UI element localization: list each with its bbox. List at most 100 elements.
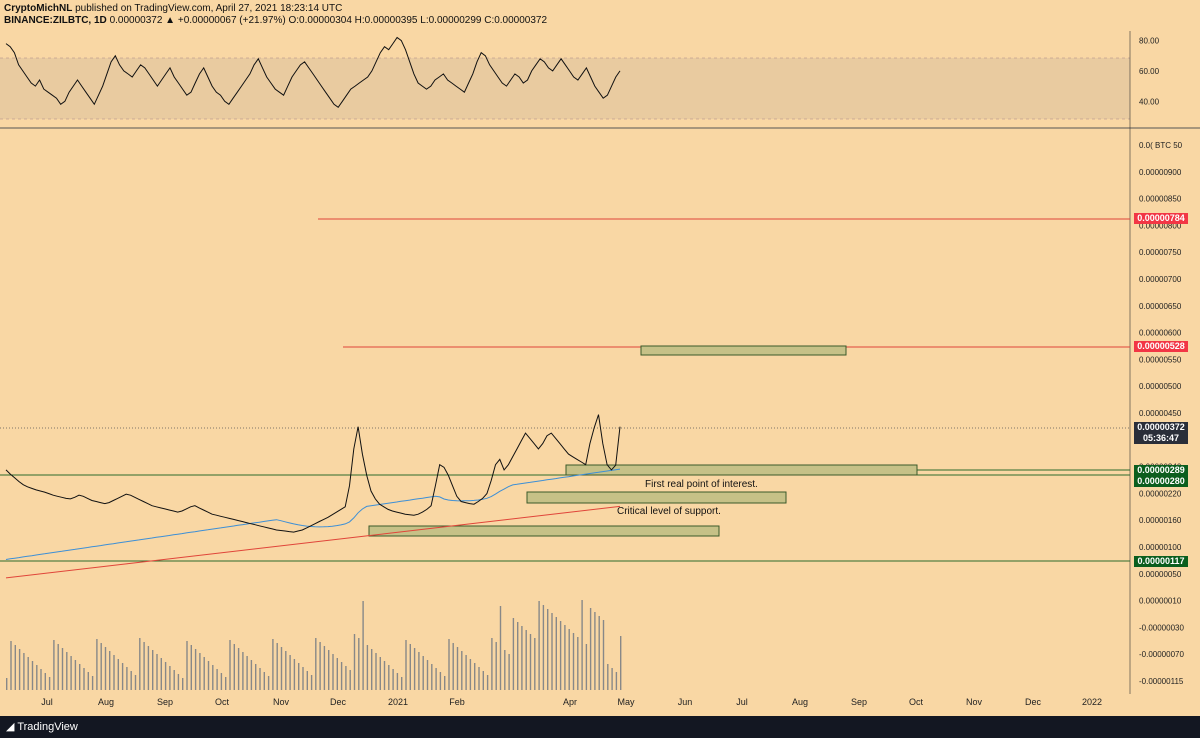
price-tag[interactable]: 0.00000280: [1134, 476, 1188, 487]
support-zone-box[interactable]: [526, 491, 787, 504]
volume-bar: [48, 677, 51, 690]
author-name[interactable]: CryptoMichNL: [4, 3, 73, 14]
volume-bar: [18, 649, 21, 690]
volume-bar: [413, 648, 416, 690]
volume-bar: [225, 677, 227, 690]
volume-bar: [568, 629, 570, 690]
time-tick-label: Jul: [736, 697, 748, 707]
price-tick-label: 0.00000800: [1139, 221, 1182, 230]
volume-bar: [104, 647, 107, 690]
volume-bar: [190, 645, 192, 690]
price-tag[interactable]: 0.00000117: [1134, 556, 1188, 567]
volume-bar: [366, 645, 369, 690]
rsi-ticks: 80.00 60.00 40.00: [1139, 37, 1160, 107]
volume-bar: [14, 645, 16, 690]
volume-bar: [310, 675, 313, 690]
time-tick-label: Jun: [678, 697, 693, 707]
volume-bar: [134, 675, 137, 690]
volume-bar: [388, 665, 390, 690]
target-zone-box[interactable]: [640, 345, 847, 356]
volume-bar: [323, 646, 326, 690]
volume-bar: [508, 654, 510, 690]
volume-bar: [383, 661, 386, 690]
volume-bar: [267, 676, 270, 690]
price-tick-label: -0.00000115: [1139, 677, 1184, 686]
interest-zone-box[interactable]: [565, 464, 918, 476]
time-tick-label: Aug: [792, 697, 808, 707]
volume-bar: [10, 641, 12, 690]
volume-bar: [169, 666, 171, 690]
volume-bar: [371, 649, 373, 690]
time-tick-label: Dec: [1025, 697, 1042, 707]
chart-canvas[interactable]: 80.00 60.00 40.00 First real point of inte…: [0, 0, 1200, 716]
volume-bar: [194, 649, 197, 690]
volume-bar: [559, 621, 562, 690]
volume-bar: [551, 613, 553, 690]
time-tick-label: Nov: [273, 697, 290, 707]
time-tick-label: Aug: [98, 697, 114, 707]
price-line: [5, 414, 621, 533]
volume-bar: [121, 663, 124, 690]
volume-bar: [358, 638, 360, 690]
volume-bar: [594, 612, 596, 690]
price-tag[interactable]: 05:36:47: [1134, 433, 1188, 444]
volume-bar: [401, 677, 403, 690]
price-tag[interactable]: 0.00000372: [1134, 422, 1188, 433]
tradingview-logo[interactable]: ◢ TradingView: [6, 721, 78, 733]
volume-bar: [486, 675, 489, 690]
volume-bar: [482, 671, 484, 690]
price-tick-label: -0.00000030: [1139, 623, 1184, 632]
volume-bar: [164, 662, 167, 690]
volume-bar: [255, 664, 257, 690]
volume-bar: [542, 605, 545, 690]
main-pane: First real point of interest. Critical l…: [0, 218, 1130, 690]
volume-bar: [40, 669, 42, 690]
volume-bar: [272, 639, 274, 690]
annotation-support: Critical level of support.: [617, 506, 721, 517]
volume-bar: [66, 652, 68, 690]
volume-bar: [431, 664, 433, 690]
volume-bar: [61, 648, 64, 690]
price-tick-label: 0.00000220: [1139, 489, 1182, 498]
time-tick-label: May: [617, 697, 635, 707]
volume-bar: [379, 657, 381, 690]
price-tag[interactable]: 0.00000784: [1134, 213, 1188, 224]
volume-bar: [147, 646, 150, 690]
volume-bar: [74, 660, 77, 690]
price-tick-label: 0.00000050: [1139, 570, 1182, 579]
volume-bar: [418, 652, 420, 690]
rsi-tick-label: 60.00: [1139, 67, 1160, 76]
volume-bar: [598, 616, 600, 690]
price-tick-label: 0.00000850: [1139, 195, 1182, 204]
volume-bar: [27, 657, 29, 690]
price-tick-label: 0.00000550: [1139, 355, 1182, 364]
rsi-line: [5, 36, 621, 109]
volume-bar: [263, 672, 265, 690]
volume-bar: [336, 658, 338, 690]
volume-bar: [452, 643, 454, 690]
volume-bar: [139, 638, 141, 690]
symbol-label: BINANCE:ZILBTC, 1D: [4, 15, 107, 26]
time-tick-label: Jul: [41, 697, 53, 707]
price-tag[interactable]: 0.00000289: [1134, 465, 1188, 476]
price-tick-label: 0.00000500: [1139, 382, 1182, 391]
price-tick-label: 0.00000600: [1139, 329, 1182, 338]
time-tick-label: Nov: [966, 697, 983, 707]
volume-bar: [328, 650, 330, 690]
volume-bar: [203, 657, 205, 690]
volume-bar: [426, 660, 429, 690]
volume-bar: [199, 653, 201, 690]
price-tag[interactable]: 0.00000528: [1134, 341, 1188, 352]
volume-bar: [491, 638, 493, 690]
volume-bar: [345, 666, 347, 690]
base-zone-box[interactable]: [368, 525, 720, 537]
volume-bar: [250, 660, 253, 690]
volume-bar: [534, 638, 536, 690]
volume-bar: [126, 667, 128, 690]
volume-bar: [242, 652, 244, 690]
volume-bar: [212, 665, 214, 690]
footer-bar: ◢ TradingView: [0, 716, 1200, 738]
volume-bar: [259, 668, 261, 690]
volume-bar: [375, 653, 377, 690]
volume-bar: [602, 620, 605, 690]
